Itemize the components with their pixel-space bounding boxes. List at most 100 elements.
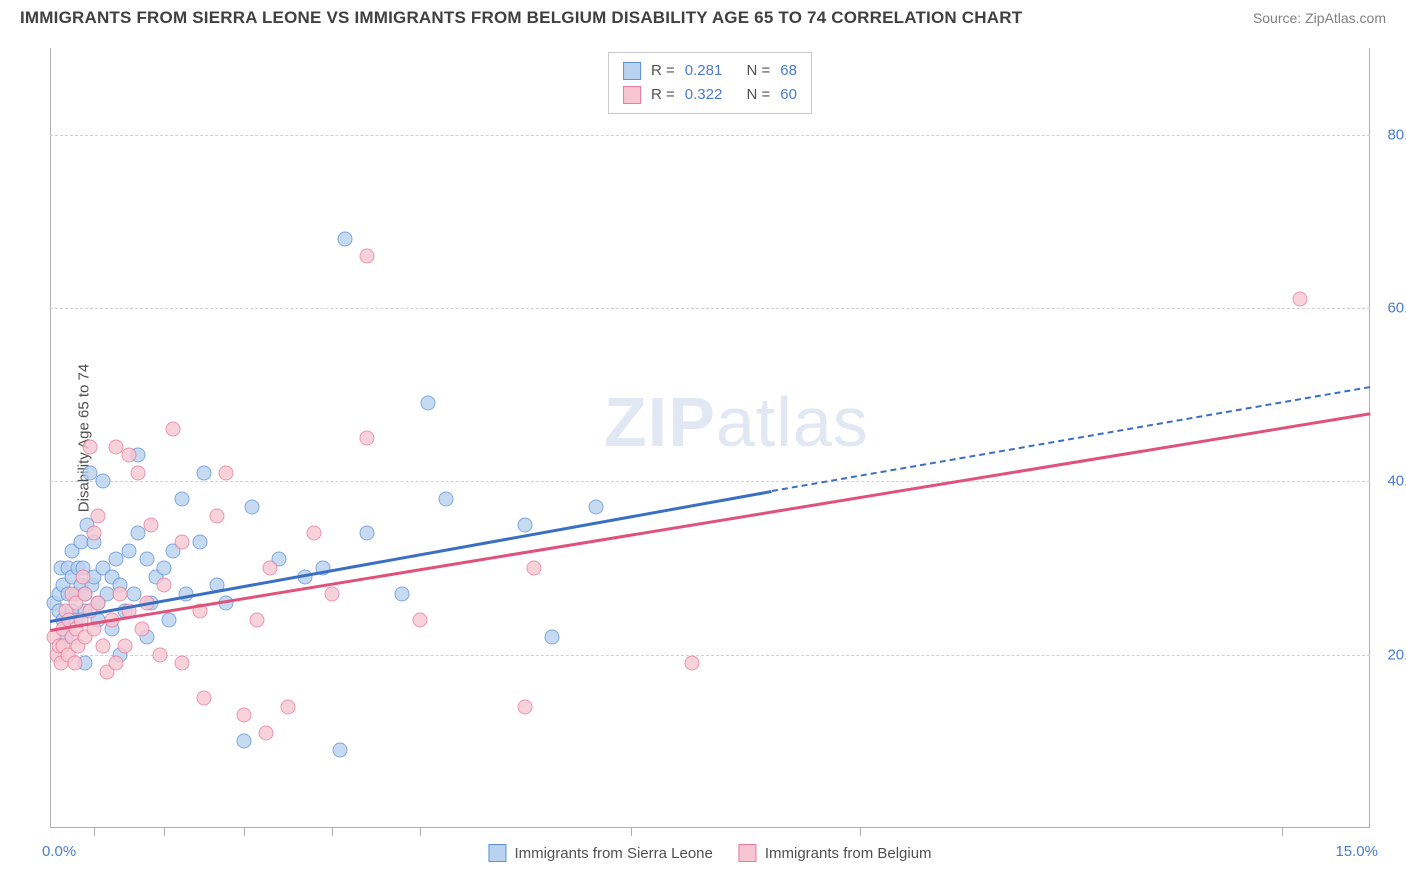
x-max-label: 15.0% (1335, 843, 1378, 860)
trend-line-extrapolated (771, 386, 1370, 492)
data-point (161, 613, 176, 628)
data-point (263, 561, 278, 576)
data-point (91, 509, 106, 524)
chart-area: Disability Age 65 to 74 ZIPatlas R = 0.2… (50, 48, 1370, 828)
data-point (527, 561, 542, 576)
r-label: R = (651, 59, 675, 83)
data-point (439, 491, 454, 506)
data-point (258, 725, 273, 740)
data-point (95, 474, 110, 489)
data-point (359, 249, 374, 264)
x-tick (1282, 828, 1283, 836)
trend-line (50, 490, 772, 622)
watermark: ZIPatlas (604, 382, 869, 462)
legend-swatch-belgium (623, 86, 641, 104)
data-point (359, 526, 374, 541)
data-point (245, 500, 260, 515)
data-point (518, 699, 533, 714)
data-point (109, 656, 124, 671)
data-point (131, 465, 146, 480)
data-point (192, 535, 207, 550)
data-point (337, 231, 352, 246)
data-point (91, 595, 106, 610)
data-point (153, 647, 168, 662)
y-tick-label: 20.0% (1387, 646, 1406, 663)
watermark-atlas: atlas (716, 383, 869, 461)
data-point (518, 517, 533, 532)
gridline-h (50, 135, 1370, 136)
legend-label-b: Immigrants from Belgium (765, 845, 932, 862)
x-tick (332, 828, 333, 836)
legend-stats-row-b: R = 0.322 N = 60 (623, 83, 797, 107)
data-point (324, 587, 339, 602)
data-point (117, 639, 132, 654)
data-point (135, 621, 150, 636)
data-point (1292, 292, 1307, 307)
watermark-zip: ZIP (604, 383, 716, 461)
legend-swatch-sierra-leone (623, 62, 641, 80)
data-point (144, 517, 159, 532)
data-point (307, 526, 322, 541)
n-value-b: 60 (780, 83, 797, 107)
legend-stats-row-a: R = 0.281 N = 68 (623, 59, 797, 83)
axis-bottom (50, 827, 1370, 828)
data-point (67, 656, 82, 671)
data-point (122, 543, 137, 558)
data-point (412, 613, 427, 628)
legend-swatch-belgium-icon (739, 844, 757, 862)
axis-left (50, 48, 51, 828)
data-point (82, 439, 97, 454)
data-point (131, 526, 146, 541)
data-point (280, 699, 295, 714)
data-point (197, 465, 212, 480)
x-tick (244, 828, 245, 836)
x-min-label: 0.0% (42, 843, 76, 860)
x-tick (94, 828, 95, 836)
gridline-h (50, 481, 1370, 482)
source-attribution: Source: ZipAtlas.com (1253, 10, 1386, 26)
trend-line (50, 412, 1370, 631)
data-point (210, 509, 225, 524)
legend-item-belgium: Immigrants from Belgium (739, 844, 932, 862)
y-tick-label: 40.0% (1387, 473, 1406, 490)
data-point (175, 656, 190, 671)
x-tick (631, 828, 632, 836)
data-point (139, 552, 154, 567)
data-point (157, 578, 172, 593)
header: IMMIGRANTS FROM SIERRA LEONE VS IMMIGRAN… (0, 0, 1406, 32)
data-point (157, 561, 172, 576)
r-value-b: 0.322 (685, 83, 723, 107)
data-point (175, 491, 190, 506)
data-point (219, 465, 234, 480)
data-point (421, 396, 436, 411)
legend-label-a: Immigrants from Sierra Leone (514, 845, 712, 862)
x-tick (860, 828, 861, 836)
x-tick (420, 828, 421, 836)
axis-right (1369, 48, 1370, 828)
data-point (236, 734, 251, 749)
legend-swatch-sierra-leone-icon (488, 844, 506, 862)
data-point (113, 587, 128, 602)
data-point (236, 708, 251, 723)
data-point (249, 613, 264, 628)
legend-stats: R = 0.281 N = 68 R = 0.322 N = 60 (608, 52, 812, 114)
x-tick (164, 828, 165, 836)
data-point (395, 587, 410, 602)
data-point (588, 500, 603, 515)
data-point (544, 630, 559, 645)
data-point (197, 691, 212, 706)
n-value-a: 68 (780, 59, 797, 83)
data-point (175, 535, 190, 550)
data-point (122, 448, 137, 463)
y-tick-label: 60.0% (1387, 300, 1406, 317)
data-point (333, 743, 348, 758)
y-tick-label: 80.0% (1387, 126, 1406, 143)
data-point (95, 639, 110, 654)
data-point (109, 552, 124, 567)
chart-title: IMMIGRANTS FROM SIERRA LEONE VS IMMIGRAN… (20, 8, 1022, 28)
data-point (87, 526, 102, 541)
data-point (685, 656, 700, 671)
gridline-h (50, 655, 1370, 656)
r-value-a: 0.281 (685, 59, 723, 83)
legend-item-sierra-leone: Immigrants from Sierra Leone (488, 844, 712, 862)
